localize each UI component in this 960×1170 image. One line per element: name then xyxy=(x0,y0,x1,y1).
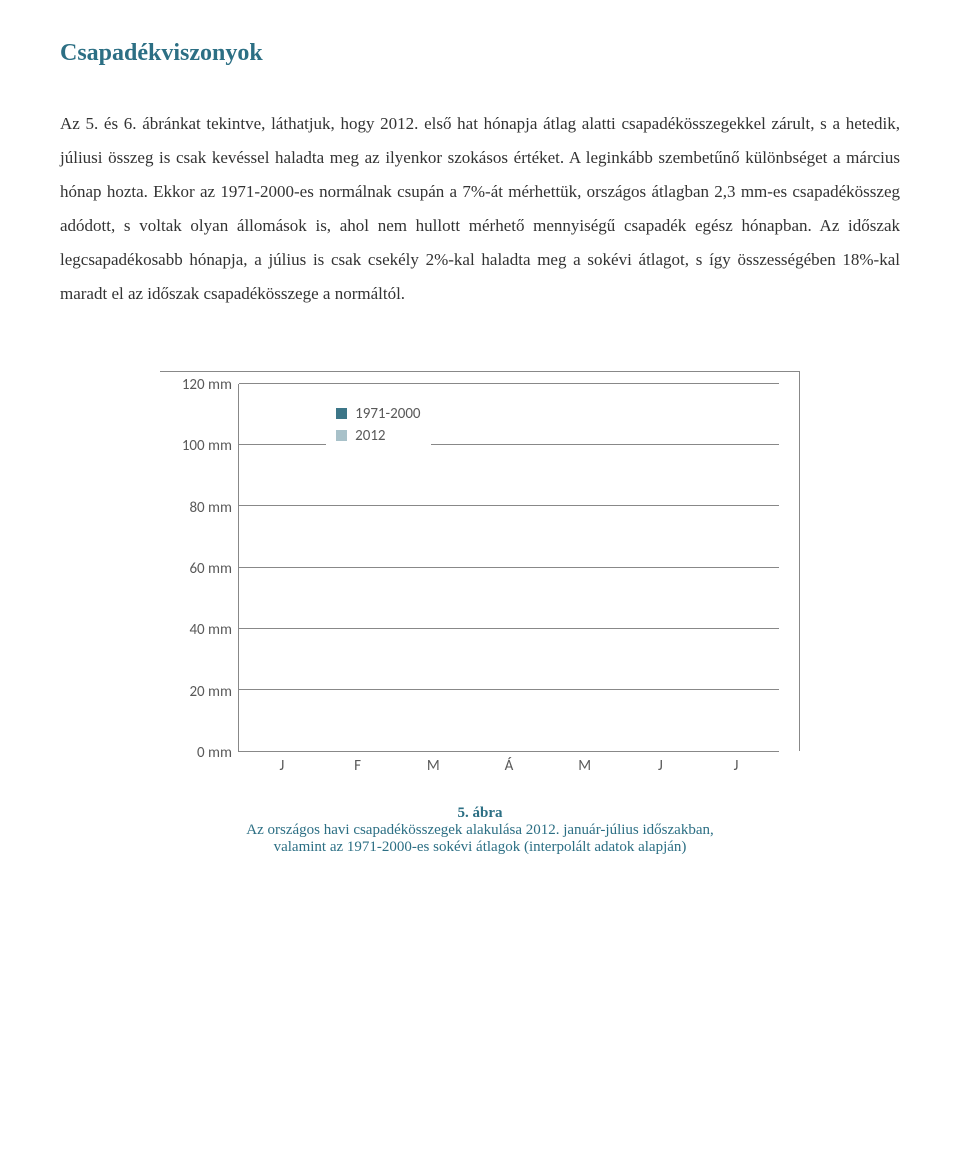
caption-line-2: valamint az 1971-2000-es sokévi átlagok … xyxy=(274,839,687,855)
x-tick-label: F xyxy=(329,757,387,775)
x-tick-label: J xyxy=(707,757,765,775)
y-tick-label: 120 mm xyxy=(160,376,232,394)
x-tick-label: J xyxy=(631,757,689,775)
figure-number: 5. ábra xyxy=(458,805,503,821)
caption-line-1: Az országos havi csapadékösszegek alakul… xyxy=(246,822,713,838)
legend-item: 2012 xyxy=(336,427,420,445)
chart-legend: 1971-2000 2012 xyxy=(326,395,430,455)
legend-label: 2012 xyxy=(355,427,385,445)
y-tick-label: 40 mm xyxy=(160,621,232,639)
x-tick-label: M xyxy=(556,757,614,775)
legend-swatch xyxy=(336,430,347,441)
legend-swatch xyxy=(336,408,347,419)
x-tick-label: M xyxy=(404,757,462,775)
body-paragraph: Az 5. és 6. ábránkat tekintve, láthatjuk… xyxy=(60,107,900,311)
legend-item: 1971-2000 xyxy=(336,405,420,423)
section-title: Csapadékviszonyok xyxy=(60,40,900,67)
y-tick-label: 80 mm xyxy=(160,499,232,517)
y-tick-label: 20 mm xyxy=(160,683,232,701)
x-tick-labels: JFMÁMJJ xyxy=(238,751,800,775)
chart-frame: 1971-20002012 0 mm20 mm40 mm60 mm80 mm10… xyxy=(160,371,800,751)
y-tick-label: 60 mm xyxy=(160,560,232,578)
plot-area xyxy=(238,384,779,752)
y-tick-label: 0 mm xyxy=(160,744,232,762)
bars-container xyxy=(239,384,779,751)
y-tick-label: 100 mm xyxy=(160,437,232,455)
legend-label: 1971-2000 xyxy=(355,405,420,423)
figure-caption: 5. ábra Az országos havi csapadékösszege… xyxy=(60,805,900,856)
precip-chart: 1971-2000 2012 0 mm 20 mm 40 mm 60 mm 80 mm 10… xyxy=(160,371,800,775)
x-tick-label: J xyxy=(253,757,311,775)
x-tick-label: Á xyxy=(480,757,538,775)
